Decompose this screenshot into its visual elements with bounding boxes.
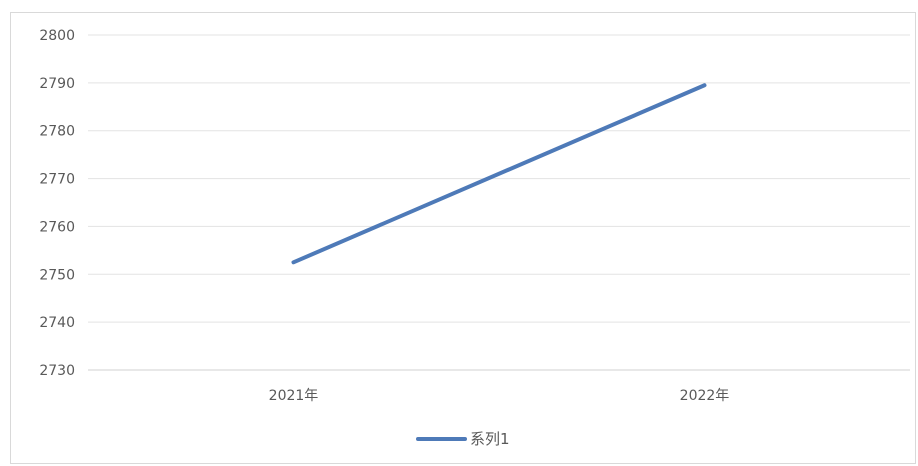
gridlines (88, 34, 910, 371)
legend-label: 系列1 (470, 430, 510, 448)
x-axis-tick-labels: 2021年 2022年 (269, 388, 730, 404)
x-tick-label-0: 2021年 (269, 388, 319, 404)
x-tick-label-1: 2022年 (680, 388, 730, 404)
legend[interactable]: 系列1 (416, 430, 510, 448)
y-tick-label-2730: 2730 (39, 363, 75, 379)
y-tick-label-2800: 2800 (39, 28, 75, 44)
y-axis-tick-labels: 2730 2740 2750 2760 2770 2780 2790 2800 (39, 28, 75, 379)
series-line-0[interactable] (291, 83, 707, 265)
chart-frame (10, 12, 916, 464)
series-layer (291, 83, 707, 265)
y-tick-label-2790: 2790 (39, 76, 75, 92)
y-tick-label-2780: 2780 (39, 124, 75, 140)
y-tick-label-2760: 2760 (39, 219, 75, 235)
y-tick-label-2750: 2750 (39, 267, 75, 283)
y-tick-label-2770: 2770 (39, 172, 75, 188)
y-tick-label-2740: 2740 (39, 315, 75, 331)
